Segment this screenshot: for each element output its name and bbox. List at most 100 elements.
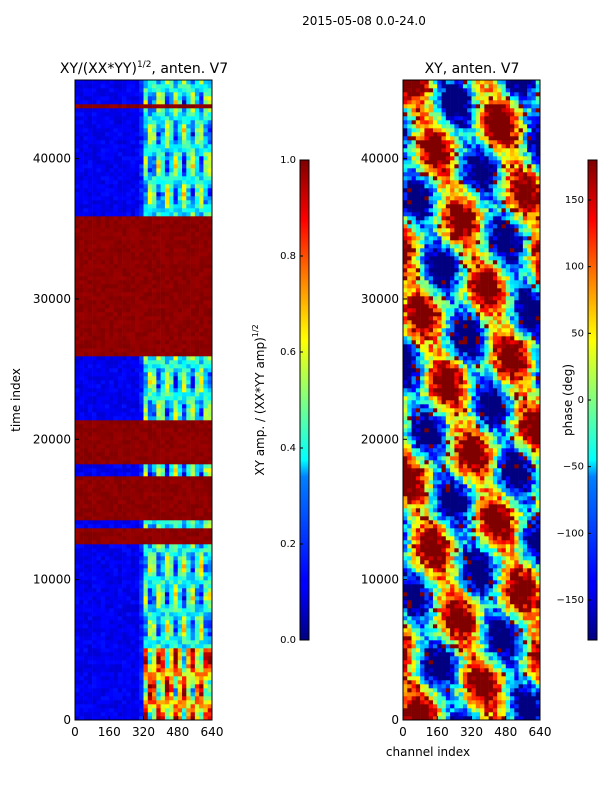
heatmap-cell <box>160 336 166 341</box>
heatmap-cell <box>160 284 166 289</box>
heatmap-cell <box>203 652 209 657</box>
heatmap-cell <box>169 284 174 289</box>
heatmap-cell <box>182 468 187 473</box>
heatmap-cell <box>207 612 212 617</box>
heatmap-cell <box>147 460 153 465</box>
heatmap-cell <box>92 624 97 629</box>
heatmap-cell <box>156 500 161 505</box>
heatmap-cell <box>134 208 140 213</box>
heatmap-cell <box>164 420 170 425</box>
heatmap-cell <box>173 164 179 169</box>
heatmap-cell <box>92 364 97 369</box>
heatmap-cell <box>113 708 119 713</box>
heatmap-cell <box>79 376 84 381</box>
heatmap-cell <box>203 252 209 257</box>
heatmap-cell <box>100 164 106 169</box>
heatmap-cell <box>190 152 196 157</box>
heatmap-cell <box>134 544 140 549</box>
heatmap-cell <box>169 540 174 545</box>
heatmap-cell <box>160 144 166 149</box>
heatmap-cell <box>173 132 179 137</box>
heatmap-cell <box>199 320 204 325</box>
heatmap-cell <box>130 664 136 669</box>
heatmap-cell <box>177 156 183 161</box>
heatmap-cell <box>190 520 196 525</box>
heatmap-cell <box>104 664 110 669</box>
heatmap-cell <box>79 540 84 545</box>
heatmap-cell <box>152 464 157 469</box>
heatmap-cell <box>182 492 187 497</box>
heatmap-cell <box>92 472 97 477</box>
heatmap-cell <box>96 388 101 393</box>
heatmap-cell <box>130 528 136 533</box>
heatmap-cell <box>130 380 136 385</box>
heatmap-cell <box>173 608 179 613</box>
heatmap-cell <box>87 656 93 661</box>
heatmap-cell <box>173 312 179 317</box>
heatmap-cell <box>194 220 200 225</box>
heatmap-cell <box>147 520 153 525</box>
heatmap-cell <box>207 96 212 101</box>
heatmap-cell <box>199 236 204 241</box>
heatmap-cell <box>173 456 179 461</box>
heatmap-cell <box>92 600 97 605</box>
heatmap-cell <box>194 572 200 577</box>
heatmap-cell <box>164 412 170 417</box>
heatmap-cell <box>177 204 183 209</box>
heatmap-cell <box>109 128 114 133</box>
heatmap-cell <box>190 676 196 681</box>
heatmap-cell <box>147 128 153 133</box>
heatmap-cell <box>104 236 110 241</box>
heatmap-cell <box>182 200 187 205</box>
heatmap-cell <box>207 520 212 525</box>
heatmap-cell <box>130 204 136 209</box>
heatmap-cell <box>96 628 101 633</box>
heatmap-cell <box>96 668 101 673</box>
heatmap-cell <box>104 496 110 501</box>
heatmap-cell <box>177 364 183 369</box>
heatmap-cell <box>169 236 174 241</box>
heatmap-cell <box>203 376 209 381</box>
heatmap-cell <box>134 620 140 625</box>
heatmap-cell <box>194 632 200 637</box>
heatmap-cell <box>96 132 101 137</box>
heatmap-cell <box>194 680 200 685</box>
heatmap-cell <box>152 168 157 173</box>
heatmap-cell <box>203 696 209 701</box>
heatmap-cell <box>194 416 200 421</box>
heatmap-cell <box>152 612 157 617</box>
heatmap-cell <box>194 696 200 701</box>
heatmap-cell <box>96 380 101 385</box>
heatmap-cell <box>126 388 131 393</box>
heatmap-cell <box>83 628 89 633</box>
heatmap-cell <box>152 616 157 621</box>
heatmap-cell <box>199 684 204 689</box>
heatmap-cell <box>100 472 106 477</box>
heatmap-cell <box>143 636 149 641</box>
heatmap-cell <box>75 92 80 97</box>
heatmap-cell <box>143 340 149 345</box>
heatmap-cell <box>100 328 106 333</box>
heatmap-cell <box>199 468 204 473</box>
heatmap-cell <box>207 408 212 413</box>
heatmap-cell <box>109 316 114 321</box>
heatmap-cell <box>182 272 187 277</box>
heatmap-cell <box>79 616 84 621</box>
heatmap-cell <box>186 460 191 465</box>
heatmap-cell <box>79 452 84 457</box>
heatmap-cell <box>152 448 157 453</box>
heatmap-cell <box>147 588 153 593</box>
heatmap-cell <box>207 412 212 417</box>
heatmap-cell <box>169 460 174 465</box>
heatmap-cell <box>134 164 140 169</box>
heatmap-cell <box>117 648 123 653</box>
heatmap-cell <box>113 312 119 317</box>
heatmap-cell <box>139 420 144 425</box>
heatmap-cell <box>207 368 212 373</box>
heatmap-cell <box>164 144 170 149</box>
heatmap-cell <box>156 448 161 453</box>
heatmap-cell <box>173 212 179 217</box>
heatmap-cell <box>122 192 127 197</box>
heatmap-cell <box>139 492 144 497</box>
heatmap-cell <box>207 424 212 429</box>
